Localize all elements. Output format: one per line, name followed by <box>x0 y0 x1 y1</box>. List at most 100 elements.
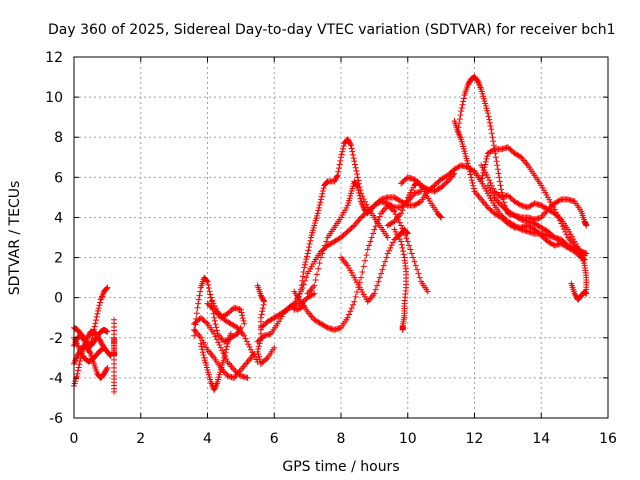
data-point <box>243 338 250 345</box>
data-point <box>360 263 367 270</box>
data-point <box>213 305 220 312</box>
y-tick-label: -6 <box>49 411 63 427</box>
data-point <box>469 179 476 186</box>
data-point <box>111 388 118 395</box>
data-point <box>334 172 341 179</box>
data-point <box>483 155 490 162</box>
data-point <box>93 317 100 324</box>
data-point <box>398 241 405 248</box>
data-point <box>458 104 465 111</box>
data-point <box>366 242 373 249</box>
x-axis-label: GPS time / hours <box>282 459 399 475</box>
series-trace-6 <box>111 316 118 395</box>
data-point <box>347 308 354 315</box>
data-point <box>498 189 505 196</box>
x-tick-label: 6 <box>270 431 279 447</box>
data-point <box>400 204 407 211</box>
data-point <box>245 341 252 348</box>
data-point <box>384 234 391 241</box>
data-point <box>199 349 206 356</box>
data-point <box>407 246 414 253</box>
data-point <box>246 344 253 351</box>
data-point <box>299 277 306 284</box>
data-point <box>411 258 418 265</box>
data-point <box>315 204 322 211</box>
data-point <box>470 182 477 189</box>
data-point <box>227 330 234 337</box>
data-point <box>335 168 342 175</box>
data-point <box>92 320 99 327</box>
data-point <box>211 303 218 310</box>
x-tick-label: 0 <box>70 431 79 447</box>
data-point <box>305 244 312 251</box>
data-point <box>213 336 220 343</box>
data-point <box>492 154 499 161</box>
data-point <box>337 157 344 164</box>
data-point <box>416 199 423 206</box>
data-point <box>399 326 406 333</box>
data-point <box>96 302 103 309</box>
data-point <box>371 290 378 297</box>
x-tick-label: 16 <box>599 431 617 447</box>
data-point <box>370 230 377 237</box>
data-point <box>563 243 570 250</box>
data-point <box>76 361 83 368</box>
data-point <box>217 344 224 351</box>
data-point <box>386 247 393 254</box>
data-point <box>348 142 355 149</box>
data-point <box>484 153 491 160</box>
data-point <box>583 250 590 257</box>
data-point <box>384 250 391 257</box>
data-point <box>468 177 475 184</box>
data-point <box>258 311 265 318</box>
data-point <box>74 370 81 377</box>
data-point <box>221 354 228 361</box>
data-point <box>488 126 495 133</box>
data-point <box>398 222 405 229</box>
data-point <box>451 170 458 177</box>
data-point <box>492 150 499 157</box>
data-point <box>211 314 218 321</box>
data-point <box>216 341 223 348</box>
data-point <box>465 163 472 170</box>
data-point <box>241 332 248 339</box>
data-point <box>213 327 220 334</box>
data-point <box>378 270 385 277</box>
data-point <box>240 317 247 324</box>
data-point <box>372 286 379 293</box>
data-point <box>489 134 496 141</box>
data-point <box>304 250 311 257</box>
data-point <box>350 301 357 308</box>
data-point <box>95 305 102 312</box>
data-point <box>484 110 491 117</box>
data-point <box>100 345 107 352</box>
data-point <box>303 274 310 281</box>
data-point <box>298 282 305 289</box>
data-point <box>75 367 82 374</box>
data-point <box>486 116 493 123</box>
data-point <box>320 185 327 192</box>
y-tick-label: 0 <box>54 291 63 307</box>
data-point <box>368 234 375 241</box>
data-point <box>349 148 356 155</box>
data-point <box>458 108 465 115</box>
data-point <box>255 346 262 353</box>
data-point <box>354 183 361 190</box>
data-point <box>103 366 110 373</box>
data-point <box>209 297 216 304</box>
series-trace-21 <box>391 226 410 333</box>
data-point <box>301 264 308 271</box>
data-point <box>348 305 355 312</box>
data-point <box>316 260 323 267</box>
data-point <box>478 175 485 182</box>
data-point <box>482 158 489 165</box>
series-trace-25 <box>451 118 588 263</box>
data-point <box>212 333 219 340</box>
data-point <box>200 352 207 359</box>
data-point <box>103 285 110 292</box>
data-point <box>87 349 94 356</box>
x-tick-labels: 0 2 4 6 8 10 12 14 16 <box>70 431 617 447</box>
data-point <box>379 266 386 273</box>
data-point <box>403 197 410 204</box>
